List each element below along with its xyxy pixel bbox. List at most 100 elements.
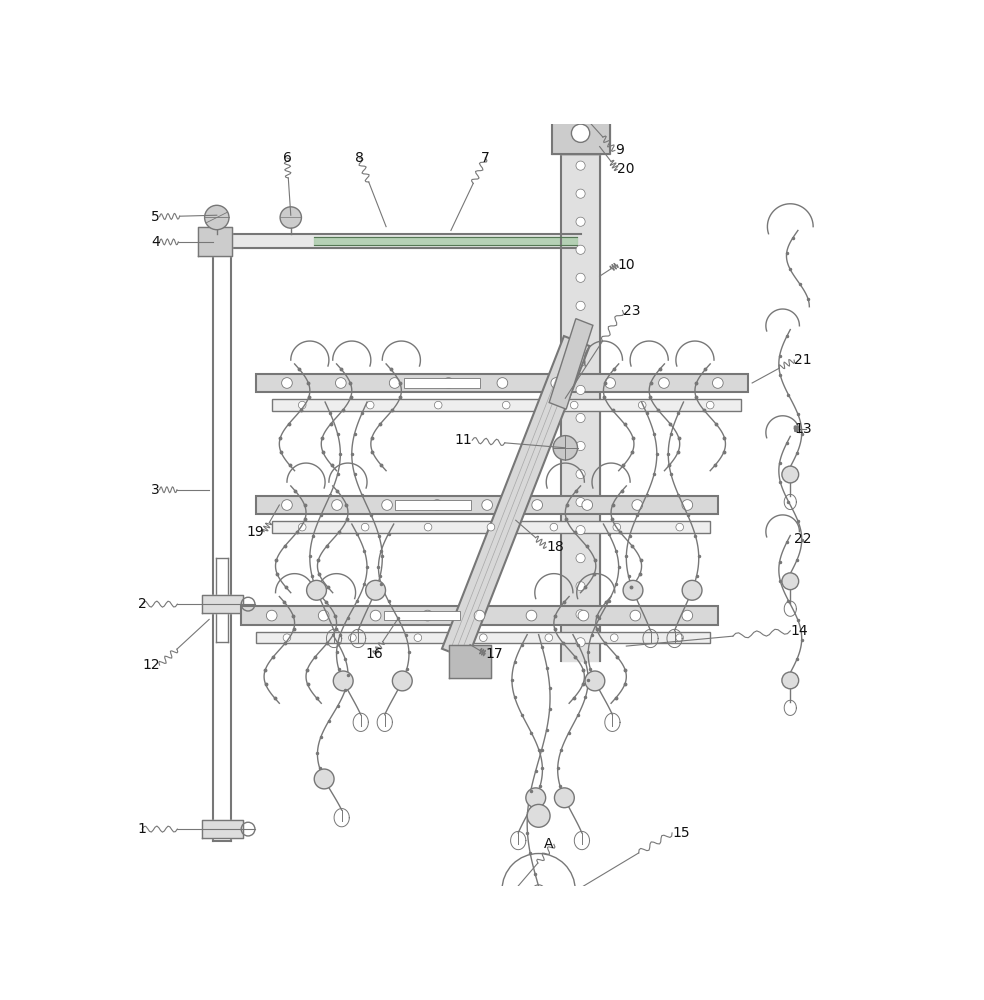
Circle shape — [366, 580, 386, 600]
Text: 19: 19 — [246, 525, 264, 539]
Circle shape — [571, 401, 578, 409]
Circle shape — [551, 378, 562, 388]
Circle shape — [281, 500, 292, 510]
Circle shape — [782, 466, 799, 483]
Circle shape — [576, 301, 585, 310]
Polygon shape — [442, 336, 589, 659]
Circle shape — [782, 672, 799, 689]
Text: 6: 6 — [282, 151, 291, 165]
Text: 20: 20 — [617, 162, 635, 176]
Circle shape — [576, 245, 585, 254]
Circle shape — [576, 385, 585, 395]
Text: 13: 13 — [794, 422, 812, 436]
Circle shape — [205, 205, 229, 230]
Circle shape — [474, 610, 485, 621]
Circle shape — [610, 634, 618, 642]
Text: 10: 10 — [617, 258, 635, 272]
Circle shape — [318, 610, 329, 621]
Circle shape — [432, 500, 443, 510]
Circle shape — [370, 610, 381, 621]
Circle shape — [576, 413, 585, 423]
Circle shape — [676, 634, 684, 642]
Circle shape — [605, 378, 615, 388]
Circle shape — [576, 161, 585, 170]
Circle shape — [390, 378, 400, 388]
Circle shape — [682, 500, 693, 510]
Circle shape — [314, 769, 334, 789]
Circle shape — [531, 500, 542, 510]
Circle shape — [658, 378, 669, 388]
Circle shape — [630, 610, 641, 621]
Polygon shape — [549, 319, 593, 409]
Text: 14: 14 — [790, 624, 808, 638]
Circle shape — [366, 401, 374, 409]
Circle shape — [424, 523, 432, 531]
Bar — [404, 378, 480, 388]
Circle shape — [503, 401, 510, 409]
Circle shape — [434, 401, 442, 409]
Text: 23: 23 — [623, 304, 640, 318]
Circle shape — [497, 378, 508, 388]
Bar — [384, 611, 461, 620]
Circle shape — [525, 788, 546, 808]
Text: 9: 9 — [615, 143, 624, 157]
Circle shape — [526, 610, 537, 621]
Polygon shape — [272, 399, 741, 411]
Text: 22: 22 — [794, 532, 812, 546]
Circle shape — [623, 580, 643, 600]
Circle shape — [545, 634, 553, 642]
Text: 12: 12 — [142, 658, 159, 672]
Circle shape — [382, 500, 393, 510]
Text: 4: 4 — [151, 235, 159, 249]
Circle shape — [361, 523, 369, 531]
Text: 18: 18 — [546, 540, 564, 554]
Circle shape — [348, 634, 356, 642]
Polygon shape — [257, 632, 710, 643]
Text: 15: 15 — [672, 826, 690, 840]
Circle shape — [393, 671, 412, 691]
Circle shape — [582, 500, 592, 510]
Circle shape — [576, 217, 585, 226]
Circle shape — [576, 498, 585, 507]
Circle shape — [578, 610, 588, 621]
Text: 17: 17 — [485, 647, 503, 661]
Circle shape — [576, 526, 585, 535]
Circle shape — [576, 189, 585, 198]
Text: A: A — [544, 837, 554, 851]
Circle shape — [298, 401, 306, 409]
Circle shape — [482, 500, 492, 510]
Circle shape — [576, 329, 585, 338]
Polygon shape — [257, 374, 749, 392]
Circle shape — [576, 582, 585, 591]
Circle shape — [707, 401, 714, 409]
Circle shape — [554, 788, 575, 808]
Circle shape — [584, 671, 605, 691]
Circle shape — [527, 804, 550, 827]
Circle shape — [572, 124, 589, 142]
Circle shape — [553, 436, 578, 460]
Text: 2: 2 — [138, 597, 147, 611]
Circle shape — [576, 273, 585, 282]
Circle shape — [576, 554, 585, 563]
Circle shape — [443, 378, 454, 388]
Circle shape — [682, 580, 702, 600]
Text: 7: 7 — [481, 151, 490, 165]
Circle shape — [414, 634, 422, 642]
Circle shape — [267, 610, 277, 621]
Circle shape — [712, 378, 723, 388]
Circle shape — [332, 500, 342, 510]
Circle shape — [576, 610, 585, 619]
Circle shape — [479, 634, 487, 642]
Bar — [395, 500, 471, 510]
Circle shape — [782, 573, 799, 590]
Circle shape — [307, 580, 327, 600]
Polygon shape — [241, 606, 718, 625]
Text: 11: 11 — [455, 433, 472, 447]
Circle shape — [334, 671, 353, 691]
Circle shape — [613, 523, 621, 531]
Circle shape — [676, 523, 684, 531]
Circle shape — [281, 378, 292, 388]
Polygon shape — [257, 496, 718, 514]
Circle shape — [682, 610, 693, 621]
Circle shape — [336, 378, 346, 388]
